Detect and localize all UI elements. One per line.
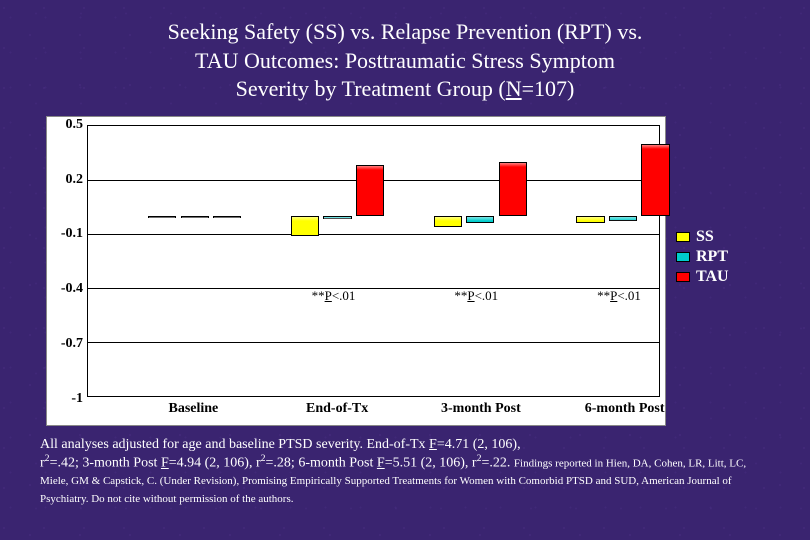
bar-cluster — [282, 126, 390, 396]
legend-swatch — [676, 232, 690, 242]
legend-item: TAU — [676, 268, 729, 286]
caption-r2v: =.28; 6-month Post — [266, 456, 377, 471]
title-N: N — [506, 76, 522, 101]
bar-rpt — [323, 216, 351, 220]
plot-area: **P<.01 **P<.01 **P<.01 — [87, 125, 660, 397]
y-tick-label: -0.1 — [61, 226, 83, 242]
caption-text: All analyses adjusted for age and baseli… — [40, 437, 429, 452]
significance-marker: **P<.01 — [597, 288, 641, 304]
grid-line — [88, 396, 659, 397]
caption-F3v: =5.51 (2, 106), r — [385, 456, 477, 471]
caption-F3: F — [377, 456, 385, 471]
y-tick-label: -0.7 — [61, 336, 83, 352]
legend-label: TAU — [696, 268, 729, 286]
caption-F1v: =4.71 (2, 106), — [437, 437, 521, 452]
chart-row: **P<.01 **P<.01 **P<.01 0.5 0.2 -0.1 -0.4 -0.7… — [40, 116, 770, 426]
x-tick-label: 3-month Post — [441, 401, 521, 417]
caption-r1v: =.42; 3-month Post — [50, 456, 161, 471]
y-tick-label: 0.5 — [66, 117, 84, 133]
bar-tau — [641, 144, 669, 216]
bar-chart: **P<.01 **P<.01 **P<.01 0.5 0.2 -0.1 -0.4 -0.7… — [46, 116, 666, 426]
bar-rpt — [181, 216, 209, 218]
bar-ss — [291, 216, 319, 236]
bar-tau — [499, 162, 527, 216]
x-tick-label: 6-month Post — [585, 401, 665, 417]
title-line1: Seeking Safety (SS) vs. Relapse Preventi… — [168, 19, 643, 44]
legend-label: SS — [696, 228, 714, 246]
x-tick-label: End-of-Tx — [306, 401, 368, 417]
legend-item: RPT — [676, 248, 729, 266]
x-tick-label: Baseline — [168, 401, 218, 417]
significance-marker: **P<.01 — [312, 288, 356, 304]
title-line3-pre: Severity by Treatment Group ( — [236, 76, 506, 101]
bar-cluster — [568, 126, 676, 396]
y-tick-label: 0.2 — [66, 172, 84, 188]
bar-ss — [434, 216, 462, 227]
y-tick-label: -1 — [71, 391, 83, 407]
title-line3-post: =107) — [522, 76, 575, 101]
caption-F2: F — [161, 456, 169, 471]
bar-ss — [148, 216, 176, 218]
bar-cluster — [139, 126, 247, 396]
legend-swatch — [676, 252, 690, 262]
bar-tau — [356, 165, 384, 215]
caption-F2v: =4.94 (2, 106), r — [169, 456, 261, 471]
legend: SS RPT TAU — [676, 226, 729, 288]
bar-rpt — [609, 216, 637, 221]
bar-rpt — [466, 216, 494, 223]
significance-marker: **P<.01 — [454, 288, 498, 304]
slide-title: Seeking Safety (SS) vs. Relapse Preventi… — [40, 18, 770, 104]
y-tick-label: -0.4 — [61, 281, 83, 297]
legend-item: SS — [676, 228, 729, 246]
bar-ss — [576, 216, 604, 223]
legend-swatch — [676, 272, 690, 282]
title-line2: TAU Outcomes: Posttraumatic Stress Sympt… — [195, 48, 615, 73]
bar-tau — [213, 216, 241, 218]
caption: All analyses adjusted for age and baseli… — [40, 436, 770, 508]
caption-F1: F — [429, 437, 437, 452]
caption-r3v: =.22. — [481, 456, 513, 471]
bar-cluster — [425, 126, 533, 396]
legend-label: RPT — [696, 248, 728, 266]
